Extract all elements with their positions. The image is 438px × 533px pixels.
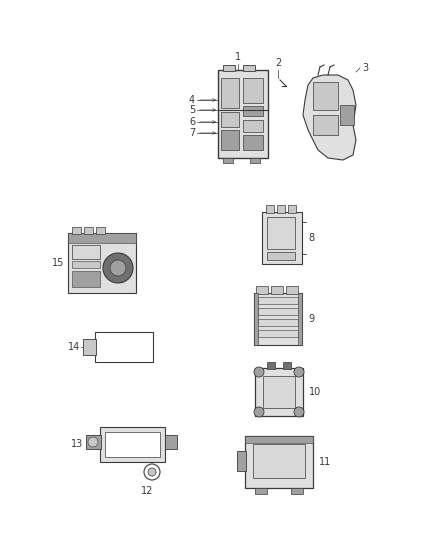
Bar	[105, 432, 160, 457]
Bar	[267, 362, 275, 369]
Bar	[271, 286, 283, 294]
Text: 10: 10	[309, 387, 321, 397]
Text: 4: 4	[189, 95, 195, 105]
Bar	[256, 286, 268, 294]
Bar	[283, 362, 291, 369]
Text: 12: 12	[141, 486, 153, 496]
Bar	[313, 115, 338, 135]
Bar	[258, 330, 298, 337]
Bar	[83, 339, 96, 355]
Bar	[288, 205, 296, 213]
Bar	[243, 65, 255, 71]
Bar	[250, 158, 260, 163]
Bar	[72, 245, 100, 259]
Circle shape	[294, 367, 304, 377]
Bar	[95, 332, 153, 362]
Bar	[258, 308, 298, 315]
Bar	[243, 106, 263, 116]
Text: 14: 14	[68, 342, 80, 352]
Bar	[258, 319, 298, 326]
Bar	[255, 488, 267, 494]
Bar	[254, 293, 302, 345]
Circle shape	[254, 367, 264, 377]
Bar	[86, 435, 101, 449]
Bar	[286, 286, 298, 294]
Bar	[223, 158, 233, 163]
Bar	[267, 217, 295, 249]
Bar	[258, 297, 298, 304]
Bar	[223, 65, 235, 71]
Bar	[266, 205, 274, 213]
Text: 6: 6	[189, 117, 195, 127]
Text: 15: 15	[52, 258, 64, 268]
Bar	[267, 252, 295, 260]
Bar	[221, 130, 239, 150]
Bar	[72, 271, 100, 287]
Bar	[245, 436, 313, 488]
Bar	[72, 227, 81, 234]
Text: 7: 7	[189, 128, 195, 138]
Circle shape	[144, 464, 160, 480]
Bar	[245, 436, 313, 443]
Polygon shape	[303, 75, 356, 160]
Bar	[165, 435, 177, 449]
Circle shape	[254, 407, 264, 417]
Text: 11: 11	[319, 457, 331, 467]
Text: 1: 1	[235, 52, 241, 62]
Bar	[243, 78, 263, 103]
Bar	[298, 293, 302, 345]
Bar	[68, 233, 136, 243]
Bar	[237, 451, 246, 471]
Text: 13: 13	[71, 439, 83, 449]
Bar	[253, 444, 305, 478]
Bar	[291, 488, 303, 494]
Text: 3: 3	[362, 63, 368, 73]
Bar	[218, 70, 268, 158]
Bar	[277, 205, 285, 213]
Bar	[254, 293, 258, 345]
Bar	[262, 212, 302, 264]
Bar	[243, 135, 263, 150]
Bar	[243, 120, 263, 132]
Bar	[221, 78, 239, 108]
Text: 8: 8	[308, 233, 314, 243]
Bar	[68, 233, 136, 293]
Bar	[255, 368, 303, 416]
Circle shape	[110, 260, 126, 276]
Bar	[100, 427, 165, 462]
Bar	[84, 227, 93, 234]
Bar	[72, 261, 100, 268]
Bar	[263, 376, 295, 408]
Circle shape	[294, 407, 304, 417]
Circle shape	[103, 253, 133, 283]
Text: 5: 5	[189, 105, 195, 115]
Bar	[340, 105, 354, 125]
Circle shape	[148, 468, 156, 476]
Bar	[96, 227, 105, 234]
Text: 9: 9	[308, 314, 314, 324]
Bar	[313, 82, 338, 110]
Bar	[221, 112, 239, 127]
Circle shape	[88, 437, 98, 447]
Text: 2: 2	[275, 58, 281, 68]
